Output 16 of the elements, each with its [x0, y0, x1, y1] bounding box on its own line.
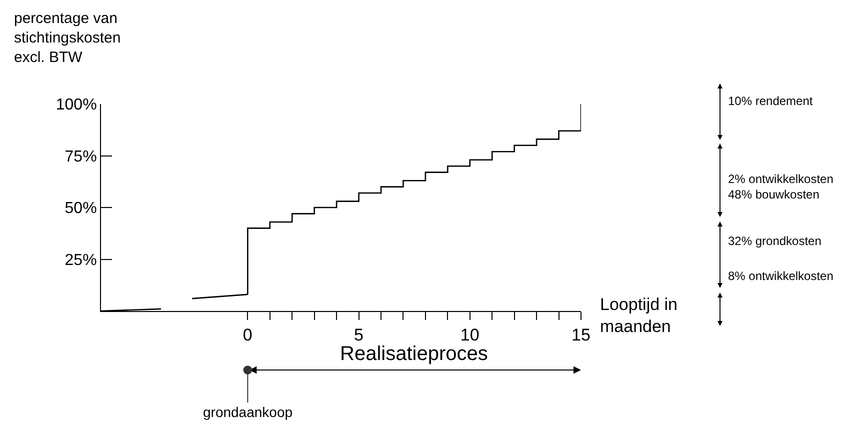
- text: 32% grondkosten: [728, 234, 822, 248]
- text: 10% rendement: [728, 94, 814, 108]
- x-axis-title: Looptijd in maanden: [600, 295, 678, 336]
- y-axis-title: percentage van stichtingskosten excl. BTW: [14, 10, 121, 66]
- y-tick-label: 75%: [64, 148, 97, 166]
- y-tick-label: 25%: [64, 252, 97, 269]
- x-tick-label: 15: [572, 325, 590, 344]
- annotation: grondaankoop: [203, 404, 293, 420]
- y-tick-label: 50%: [64, 200, 97, 218]
- text: Realisatieproces: [340, 343, 488, 365]
- x-tick-label: 0: [242, 325, 252, 344]
- x-tick-label: 10: [460, 325, 480, 344]
- x-tick-label: 5: [354, 325, 364, 344]
- y-tick-label: 100%: [56, 96, 97, 114]
- text: 2% ontwikkelkosten 48% bouwkosten: [728, 172, 834, 202]
- text: 8% ontwikkelkosten: [728, 269, 834, 283]
